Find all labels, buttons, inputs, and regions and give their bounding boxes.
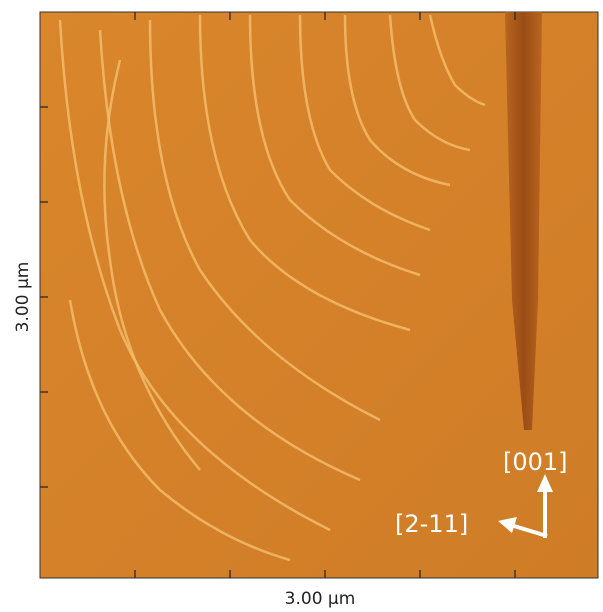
- direction-label: [001]: [503, 448, 568, 476]
- afm-image: [40, 12, 598, 578]
- afm-figure: [001] [2-11] 3.00 µm 3.00 µm: [0, 0, 603, 612]
- x-axis-label: 3.00 µm: [285, 589, 356, 609]
- direction-label: [2-11]: [395, 510, 468, 538]
- y-axis-label: 3.00 µm: [13, 262, 33, 333]
